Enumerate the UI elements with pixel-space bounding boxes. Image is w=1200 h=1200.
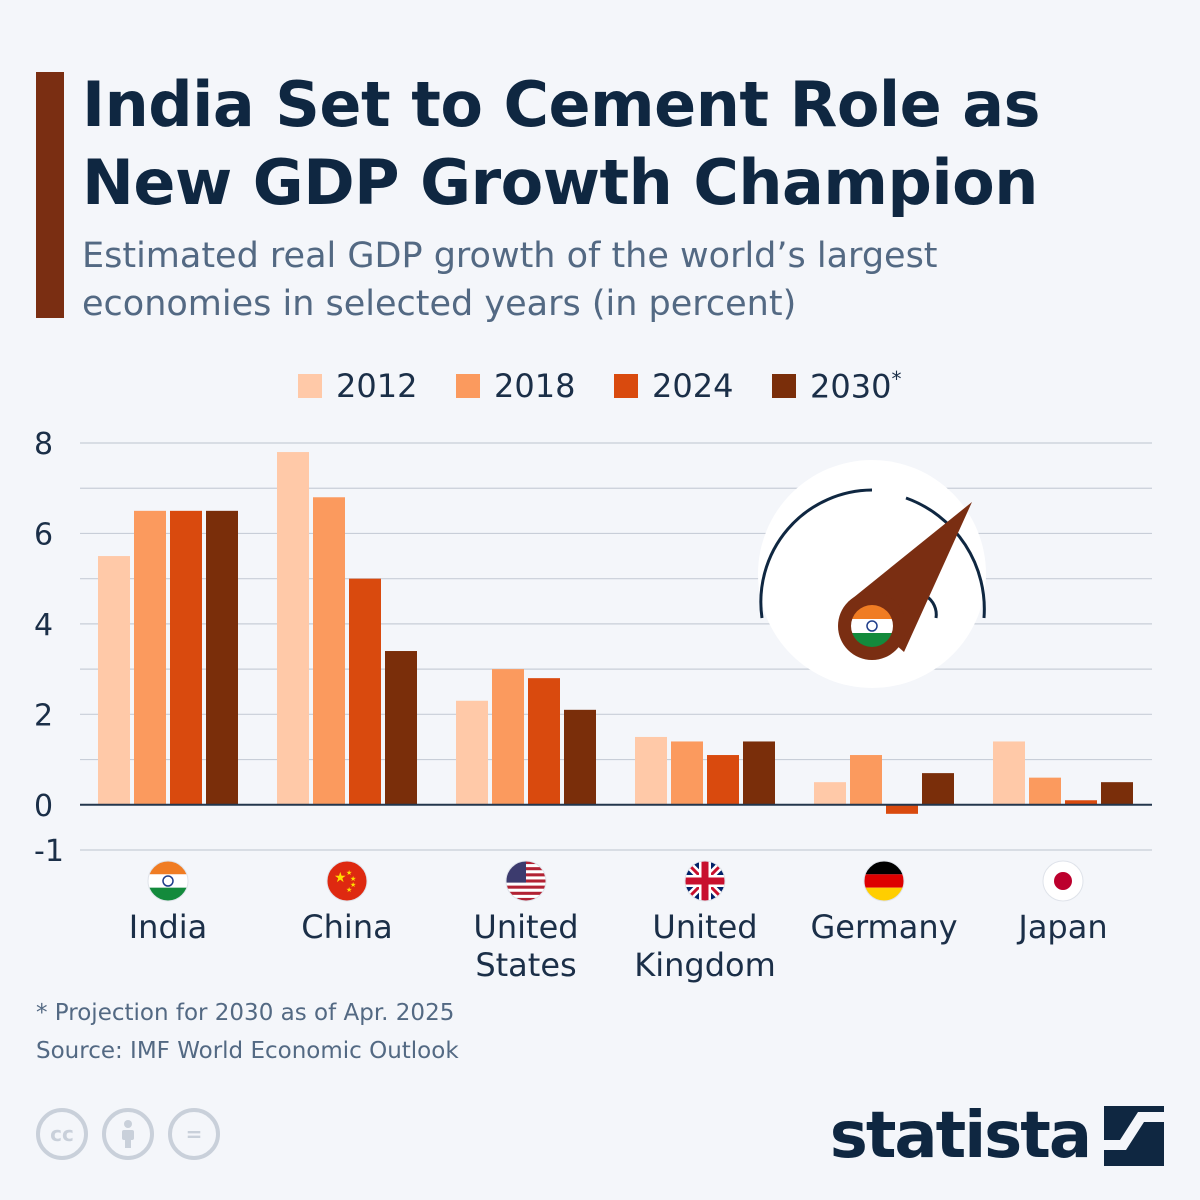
bar — [134, 510, 166, 805]
statista-logo: statista — [830, 1100, 1164, 1172]
statista-wordmark: statista — [829, 1099, 1092, 1173]
bar — [1029, 777, 1061, 805]
y-tick-label: 0 — [34, 789, 53, 824]
bar — [707, 755, 739, 805]
india-flag-icon — [851, 605, 893, 647]
x-tick-label: Japan — [1016, 908, 1107, 946]
grid-lines — [80, 442, 1152, 851]
bar — [814, 782, 846, 805]
legend-item-2024: 2024 — [614, 364, 733, 408]
no-derivatives-icon: = — [168, 1108, 220, 1160]
x-tick-label: China — [301, 908, 392, 946]
bar — [850, 755, 882, 805]
bar — [313, 497, 345, 805]
legend-item-2012: 2012 — [298, 364, 417, 408]
x-tick-label: United Kingdom — [634, 908, 776, 984]
legend-label-2030: 2030* — [810, 366, 902, 406]
svg-text:★: ★ — [334, 870, 347, 886]
license-icons: cc = — [36, 1108, 220, 1160]
bar — [743, 741, 775, 805]
x-tick-label: Germany — [810, 908, 957, 946]
statista-logo-icon — [1104, 1106, 1164, 1166]
uk-flag-icon — [684, 860, 726, 902]
x-tick-label: United States — [473, 908, 578, 984]
bars — [98, 452, 1133, 814]
india-flag-icon — [147, 860, 189, 902]
china-flag-icon: ★ ★★★★ — [326, 860, 368, 902]
chart-subtitle: Estimated real GDP growth of the world’s… — [82, 236, 938, 324]
legend-swatch-2018 — [456, 374, 480, 398]
y-tick-label: -1 — [34, 834, 64, 869]
bar — [528, 678, 560, 805]
bar — [886, 804, 918, 814]
bar — [993, 741, 1025, 805]
svg-text:★: ★ — [346, 886, 352, 894]
bar — [385, 651, 417, 805]
accent-bar — [36, 72, 64, 318]
legend-item-2030: 2030* — [772, 364, 901, 408]
bar — [456, 700, 488, 805]
y-tick-label: 6 — [34, 517, 53, 552]
attribution-icon — [102, 1108, 154, 1160]
usa-flag-icon — [505, 860, 547, 902]
chart-title: India Set to Cement Role as New GDP Grow… — [82, 68, 1041, 219]
bar — [1101, 782, 1133, 805]
bar — [671, 741, 703, 805]
svg-text:★: ★ — [350, 881, 356, 889]
bar — [170, 510, 202, 805]
bar — [564, 709, 596, 805]
y-tick-label: 4 — [34, 608, 53, 643]
y-axis-ticks: 8 6 4 2 0 -1 — [34, 427, 64, 869]
legend-label-2024: 2024 — [652, 367, 734, 405]
legend-item-2018: 2018 — [456, 364, 575, 408]
bar — [492, 669, 524, 805]
legend-swatch-2012 — [298, 374, 322, 398]
speedometer-india-icon — [758, 460, 986, 688]
bar — [277, 452, 309, 805]
legend-swatch-2030 — [772, 374, 796, 398]
y-tick-label: 8 — [34, 427, 53, 462]
source-text: Source: IMF World Economic Outlook — [36, 1038, 459, 1064]
y-tick-label: 2 — [34, 698, 53, 733]
footnote: * Projection for 2030 as of Apr. 2025 — [36, 1000, 455, 1026]
svg-text:★: ★ — [346, 869, 352, 877]
legend: 2012 2018 2024 2030* — [0, 364, 1200, 408]
germany-flag-icon — [863, 860, 905, 902]
bar — [349, 578, 381, 805]
bar — [922, 773, 954, 805]
japan-flag-icon — [1042, 860, 1084, 902]
bar — [98, 556, 130, 805]
x-tick-label: India — [129, 908, 208, 946]
svg-text:★: ★ — [350, 875, 356, 883]
bar — [1065, 800, 1097, 805]
category-flags: ★ ★★★★ — [147, 860, 1084, 902]
x-axis-labels: India China United States United Kingdom Germa… — [129, 908, 1108, 984]
legend-label-2018: 2018 — [494, 367, 576, 405]
bar — [206, 510, 238, 805]
legend-label-2012: 2012 — [336, 367, 418, 405]
bar — [635, 736, 667, 805]
legend-swatch-2024 — [614, 374, 638, 398]
cc-license-icon: cc — [36, 1108, 88, 1160]
